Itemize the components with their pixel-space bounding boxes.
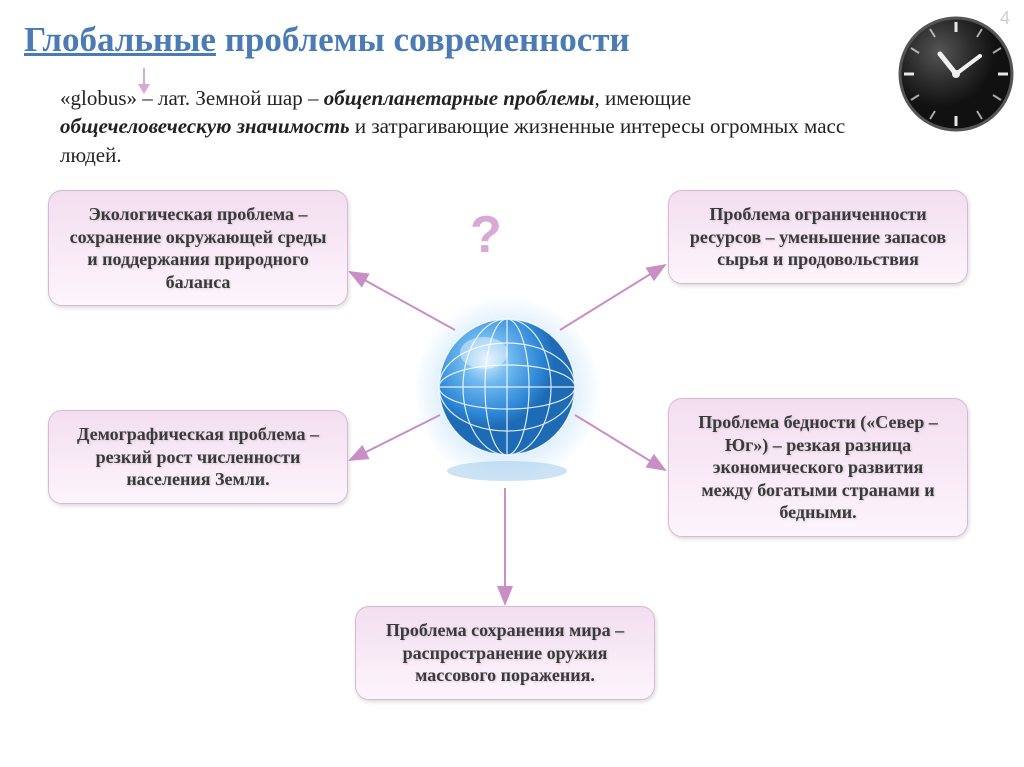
def-p3: , имеющие — [594, 86, 691, 110]
def-p1: «globus» – лат. Земной шар – — [60, 86, 324, 110]
clock-icon — [896, 14, 1016, 134]
problem-box-poverty: Проблема бедности («Север – Юг») – резка… — [668, 398, 968, 537]
problem-box-peace: Проблема сохранения мира – распространен… — [355, 606, 655, 700]
def-p4: общечеловеческую значимость — [60, 114, 350, 138]
title-word-underlined: Глобальные — [24, 20, 216, 59]
problem-box-eco: Экологическая проблема – сохранение окру… — [48, 190, 348, 306]
problem-box-demographic: Демографическая проблема – резкий рост ч… — [48, 410, 348, 504]
globe-icon — [412, 295, 602, 485]
definition-text: «globus» – лат. Земной шар – общепланета… — [60, 84, 864, 169]
def-p2: общепланетарные проблемы — [324, 86, 595, 110]
question-mark: ? — [470, 205, 502, 265]
title-rest: проблемы современности — [216, 20, 630, 59]
page-title: Глобальные проблемы современности — [24, 20, 630, 60]
problem-box-resources: Проблема ограниченности ресурсов – умень… — [668, 190, 968, 284]
